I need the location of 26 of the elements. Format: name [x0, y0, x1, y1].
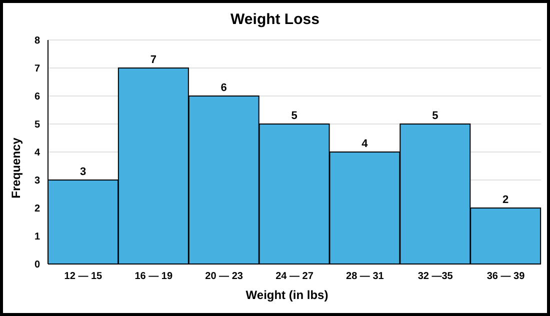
data-label: 5: [291, 110, 298, 122]
data-label: 5: [432, 110, 438, 122]
x-tick-label: 16 — 19: [134, 271, 173, 282]
x-tick-label: 12 — 15: [64, 271, 103, 282]
y-tick-label: 5: [34, 120, 40, 131]
chart-title: Weight Loss: [230, 11, 320, 28]
y-tick-label: 2: [34, 204, 40, 215]
y-tick-label: 1: [34, 232, 40, 243]
x-axis-title: Weight (in lbs): [244, 288, 330, 302]
y-tick-label: 0: [34, 260, 40, 271]
data-label: 7: [150, 54, 156, 66]
x-tick-label: 32 —35: [418, 271, 454, 282]
y-tick-label: 7: [34, 64, 40, 75]
data-label: 4: [362, 138, 369, 150]
y-tick-label: 6: [34, 92, 40, 103]
x-tick-label: 28 — 31: [346, 271, 384, 282]
y-tick-label: 3: [34, 176, 40, 187]
data-label: 6: [220, 82, 227, 94]
y-axis-title: Frequency: [9, 138, 23, 198]
x-tick-label: 24 — 27: [276, 271, 314, 282]
data-label: 3: [80, 166, 86, 178]
y-tick-label: 8: [34, 36, 40, 47]
data-label: 2: [502, 194, 509, 206]
x-tick-label: 36 — 39: [486, 271, 526, 282]
x-tick-label: 20 — 23: [205, 271, 244, 282]
y-tick-label: 4: [34, 148, 40, 159]
